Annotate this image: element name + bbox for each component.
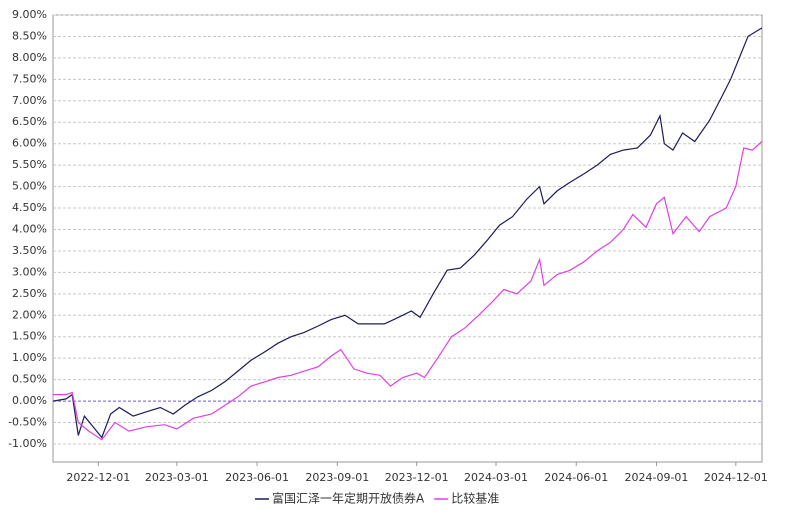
legend-label: 比较基准 bbox=[451, 491, 499, 506]
y-tick-label: 6.00% bbox=[12, 137, 47, 150]
legend-label: 富国汇泽一年定期开放债券A bbox=[272, 491, 425, 506]
x-tick-label: 2024-03-01 bbox=[464, 471, 528, 484]
y-tick-label: 8.00% bbox=[12, 51, 47, 64]
y-tick-label: -1.00% bbox=[8, 437, 47, 450]
y-tick-label: 3.50% bbox=[12, 244, 47, 257]
y-tick-label: 8.50% bbox=[12, 29, 47, 42]
x-tick-label: 2023-12-01 bbox=[385, 471, 449, 484]
y-tick-label: 3.00% bbox=[12, 265, 47, 278]
series-line bbox=[52, 27, 763, 439]
x-tick-label: 2024-06-01 bbox=[544, 471, 608, 484]
x-tick-label: 2023-09-01 bbox=[305, 471, 369, 484]
y-tick-label: 6.50% bbox=[12, 115, 47, 128]
x-tick-label: 2024-09-01 bbox=[625, 471, 689, 484]
y-tick-label: 0.00% bbox=[12, 394, 47, 407]
y-tick-label: 7.50% bbox=[12, 72, 47, 85]
y-tick-label: 5.00% bbox=[12, 180, 47, 193]
x-tick-label: 2023-06-01 bbox=[225, 471, 289, 484]
y-tick-label: 9.00% bbox=[12, 8, 47, 21]
plot-frame bbox=[52, 14, 763, 463]
y-tick-label: 1.50% bbox=[12, 330, 47, 343]
y-tick-label: 2.50% bbox=[12, 287, 47, 300]
x-tick-label: 2024-12-01 bbox=[704, 471, 768, 484]
y-tick-label: 0.50% bbox=[12, 373, 47, 386]
y-tick-label: -0.50% bbox=[8, 416, 47, 429]
y-tick-label: 5.50% bbox=[12, 158, 47, 171]
y-tick-label: 7.00% bbox=[12, 94, 47, 107]
y-tick-label: 4.50% bbox=[12, 201, 47, 214]
x-tick-label: 2022-12-01 bbox=[66, 471, 130, 484]
series-line bbox=[53, 141, 763, 441]
y-tick-label: 2.00% bbox=[12, 308, 47, 321]
y-tick-label: 4.00% bbox=[12, 222, 47, 235]
y-tick-label: 1.00% bbox=[12, 351, 47, 364]
x-tick-label: 2023-03-01 bbox=[145, 471, 209, 484]
